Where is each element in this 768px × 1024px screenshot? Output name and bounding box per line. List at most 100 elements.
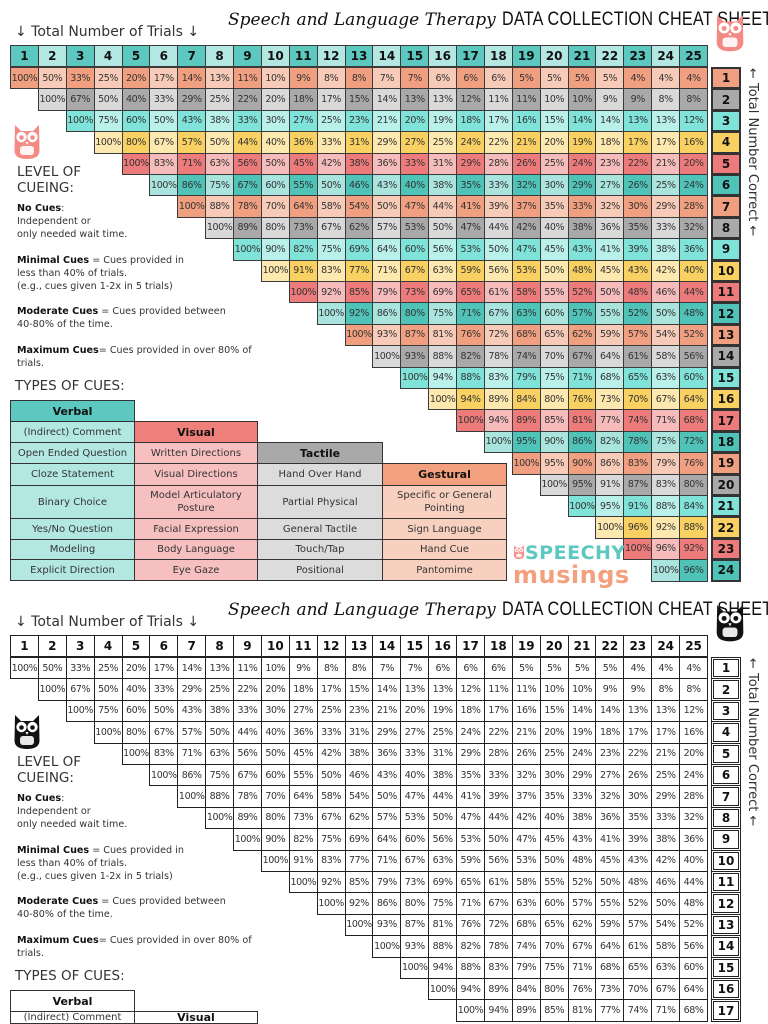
percent-cell: 88% <box>428 935 458 958</box>
cue-type-item: Hand Cue <box>382 539 507 560</box>
percent-cell: 63% <box>428 849 458 872</box>
cue-type-item: Model Articulatory Posture <box>134 485 258 519</box>
percent-cell: 50% <box>37 657 67 680</box>
percent-cell: 11% <box>511 88 541 111</box>
trials-header-cell: 13 <box>344 635 374 657</box>
trials-header-cell: 11 <box>288 635 318 657</box>
percent-cell: 82% <box>456 345 485 368</box>
title-caps: DATA COLLECTION CHEAT SHEET <box>501 9 768 30</box>
percent-cell: 100% <box>93 721 123 744</box>
title-script: Speech and Language Therapy <box>228 10 496 30</box>
percent-cell: 17% <box>316 88 346 111</box>
percent-cell: 70% <box>623 978 653 1001</box>
percent-cell: 43% <box>372 764 402 787</box>
percent-cell: 33% <box>65 67 95 90</box>
trials-header-cell: 10 <box>260 45 290 67</box>
percent-cell: 47% <box>400 785 430 808</box>
percent-cell: 50% <box>539 849 569 872</box>
percent-cell: 19% <box>567 131 597 154</box>
types-of-cues-heading: TYPES OF CUES: <box>15 968 125 984</box>
percent-cell: 89% <box>483 388 513 411</box>
percent-cell: 40% <box>539 806 569 830</box>
correct-row-number: 6 <box>711 764 741 787</box>
percent-cell: 50% <box>205 131 235 154</box>
percent-cell: 50% <box>428 216 458 240</box>
correct-row-number: 14 <box>711 345 741 368</box>
cue-level-first-line: Minimal Cues = Cues provided in <box>17 254 267 267</box>
percent-cell: 86% <box>372 892 402 915</box>
percent-cell: 17% <box>149 67 179 90</box>
trials-header-cell: 13 <box>344 45 374 67</box>
percent-cell: 40% <box>121 88 151 111</box>
percent-cell: 86% <box>595 452 625 475</box>
trials-header-cell: 9 <box>233 635 262 657</box>
percent-cell: 92% <box>344 302 374 325</box>
percent-cell: 73% <box>595 388 625 411</box>
percent-cell: 18% <box>456 699 485 723</box>
percent-cell: 38% <box>205 109 235 133</box>
percent-cell: 75% <box>93 109 123 133</box>
percent-cell: 13% <box>428 88 458 111</box>
percent-cell: 31% <box>428 152 458 175</box>
percent-cell: 55% <box>539 281 569 304</box>
percent-cell: 14% <box>372 678 402 701</box>
percent-cell: 64% <box>372 828 402 851</box>
percent-cell: 56% <box>483 259 513 282</box>
percent-cell: 77% <box>344 259 374 282</box>
percent-cell: 65% <box>623 956 653 979</box>
percent-cell: 43% <box>567 828 597 851</box>
trials-header-cell: 17 <box>456 635 485 657</box>
percent-cell: 85% <box>344 871 374 894</box>
percent-cell: 71% <box>456 302 485 325</box>
percent-cell: 30% <box>623 785 653 808</box>
percent-cell: 83% <box>316 259 346 282</box>
percent-cell: 45% <box>288 742 318 765</box>
percent-cell: 56% <box>233 152 262 175</box>
percent-cell: 92% <box>651 516 681 539</box>
trials-header-cell: 5 <box>121 635 151 657</box>
percent-cell: 24% <box>567 742 597 765</box>
percent-cell: 78% <box>483 935 513 958</box>
percent-cell: 27% <box>288 699 318 723</box>
percent-cell: 64% <box>679 978 708 1001</box>
percent-cell: 37% <box>511 195 541 218</box>
page-title: Speech and Language Therapy DATA COLLECTI… <box>228 599 768 621</box>
percent-cell: 100% <box>400 366 430 389</box>
percent-cell: 11% <box>483 88 513 111</box>
percent-cell: 27% <box>400 721 430 744</box>
types-of-cues-heading: TYPES OF CUES: <box>15 378 125 394</box>
percent-cell: 41% <box>456 785 485 808</box>
percent-cell: 22% <box>233 88 262 111</box>
percent-cell: 25% <box>93 657 123 680</box>
percent-cell: 14% <box>372 88 402 111</box>
cue-level-term: Maximum Cues <box>17 935 99 946</box>
percent-cell: 52% <box>567 281 597 304</box>
percent-cell: 44% <box>233 131 262 154</box>
percent-cell: 7% <box>372 657 402 680</box>
percent-cell: 8% <box>679 678 708 701</box>
percent-cell: 72% <box>483 323 513 347</box>
percent-cell: 6% <box>456 657 485 680</box>
percent-cell: 74% <box>623 999 653 1022</box>
cue-level-term: Minimal Cues <box>17 845 90 856</box>
percent-cell: 41% <box>595 238 625 261</box>
percent-cell: 53% <box>456 238 485 261</box>
percent-cell: 68% <box>679 999 708 1022</box>
percent-cell: 14% <box>595 109 625 133</box>
trials-header-cell: 14 <box>372 635 402 657</box>
percent-cell: 80% <box>400 302 430 325</box>
correct-row-number: 16 <box>711 978 741 1001</box>
percent-cell: 53% <box>400 806 430 830</box>
correct-row-number: 2 <box>711 88 741 111</box>
percent-cell: 94% <box>456 388 485 411</box>
percent-cell: 88% <box>456 956 485 979</box>
cue-level-definition: Moderate Cues = Cues provided between 40-… <box>17 895 267 921</box>
cue-type-header-verbal: Verbal <box>10 990 135 1012</box>
percent-cell: 48% <box>623 281 653 304</box>
percent-cell: 74% <box>511 935 541 958</box>
correct-row-number: 11 <box>711 871 741 894</box>
percent-cell: 10% <box>539 88 569 111</box>
percent-cell: 14% <box>567 109 597 133</box>
percent-cell: 40% <box>260 721 290 744</box>
correct-row-number: 10 <box>711 849 741 872</box>
